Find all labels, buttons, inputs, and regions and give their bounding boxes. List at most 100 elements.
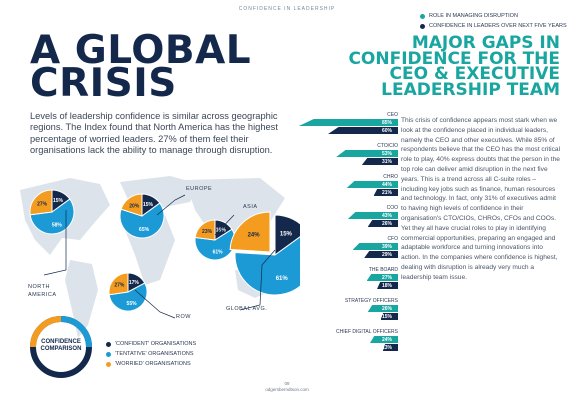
bar <box>336 150 398 157</box>
page-header: CONFIDENCE IN LEADERSHIP <box>238 6 336 12</box>
pie-slice <box>108 272 129 296</box>
region-label-north-america: NORTH AMERICA <box>28 284 57 298</box>
pie-value-label: 27% <box>37 201 48 207</box>
bar <box>361 158 398 165</box>
pie-value-label: 27% <box>114 283 125 289</box>
navy-dot-icon <box>420 23 425 29</box>
bar <box>367 305 398 312</box>
pie-value-label: 61% <box>276 276 289 282</box>
region-label-global: GLOBAL AVG. <box>226 306 268 312</box>
bar-value-label: 18% <box>381 283 392 289</box>
pie-value-label: 61% <box>213 250 224 256</box>
bar-value-label: 13% <box>381 345 392 351</box>
legend-role: ROLE IN MANAGING DISRUPTION <box>429 13 518 19</box>
pie-value-label: 55% <box>127 301 138 307</box>
title-line-2: CRISIS <box>30 61 177 106</box>
section-title: MAJOR GAPS IN CONFIDENCE FOR THE CEO & E… <box>290 33 560 100</box>
bar-value-label: 21% <box>381 190 392 196</box>
bar <box>373 189 398 196</box>
bar-value-label: 26% <box>381 306 392 312</box>
orange-dot-icon <box>106 361 111 367</box>
legend-worried: 'WORRIED' ORGANISATIONS <box>115 361 191 367</box>
bar-value-label: 60% <box>381 128 392 134</box>
bar <box>380 313 398 320</box>
comparison-ring <box>30 316 92 378</box>
bar-category-label: CHIEF DIGITAL OFFICERS <box>336 329 398 335</box>
pie-slice <box>108 282 148 312</box>
title-line-1: A GLOBAL <box>30 28 252 73</box>
bar <box>352 243 398 250</box>
pie-value-label: 15% <box>53 198 64 204</box>
legend-tentative: 'TENTATIVE' ORGANISATIONS <box>115 351 194 357</box>
bar <box>298 119 398 126</box>
comparison-title: CONFIDENCE COMPARISON <box>36 339 86 353</box>
pie-value-label: 58% <box>52 222 63 228</box>
pie-value-label: 24% <box>248 233 261 239</box>
intro-text: Levels of leadership confidence is simil… <box>30 111 278 155</box>
pie-slice <box>234 236 300 296</box>
bar-value-label: 24% <box>381 337 392 343</box>
pie-slice <box>119 202 165 239</box>
pie-slice <box>194 219 216 241</box>
bar-category-label: STRATEGY OFFICERS <box>344 298 398 304</box>
bar-value-label: 53% <box>381 151 392 157</box>
pie-value-label: 23% <box>202 229 213 235</box>
pie-slice <box>120 193 143 217</box>
site-url: odgersberndtson.com <box>265 387 309 392</box>
rtitle-line-1: MAJOR GAPS IN <box>411 33 560 53</box>
pie-value-label: 15% <box>143 202 154 208</box>
pie-slice <box>29 189 53 216</box>
region-label-row: ROW <box>176 314 191 320</box>
bar-value-label: 27% <box>381 275 392 281</box>
legend-confident: 'CONFIDENT' ORGANISATIONS <box>115 341 197 347</box>
pie-value-label: 15% <box>280 232 293 238</box>
bar-value-label: 26% <box>381 221 392 227</box>
comparison-title-2: COMPARISON <box>40 346 82 352</box>
legend-confidence: CONFIDENCE IN LEADERS OVER NEXT FIVE YEA… <box>429 23 567 29</box>
leader-lines <box>43 194 276 319</box>
bar-category-label: COO <box>386 205 398 211</box>
bar-value-label: 43% <box>381 213 392 219</box>
bar-category-label: CEO <box>387 112 398 118</box>
bar-category-label: CFO <box>387 236 398 242</box>
region-label-asia: ASIA <box>243 204 258 210</box>
bar <box>366 274 398 281</box>
bar-category-label: CHRO <box>383 174 398 180</box>
rtitle-line-4: LEADERSHIP TEAM <box>381 79 560 100</box>
bar <box>346 181 398 188</box>
bar <box>347 212 398 219</box>
region-label-europe: EUROPE <box>186 186 213 192</box>
bar-value-label: 29% <box>381 252 392 258</box>
pie-value-label: 16% <box>216 227 227 233</box>
body-text: This crisis of confidence appears most s… <box>401 117 561 281</box>
rtitle-line-2: CONFIDENCE FOR THE <box>348 48 560 69</box>
bar <box>367 220 398 227</box>
blue-dot-icon <box>106 351 111 357</box>
comparison-title-1: CONFIDENCE <box>41 339 81 345</box>
pie-legend: 'CONFIDENT' ORGANISATIONS 'TENTATIVE' OR… <box>106 339 196 369</box>
pie-value-label: 65% <box>139 227 150 233</box>
pie-slice <box>274 214 300 256</box>
bar-legend: ROLE IN MANAGING DISRUPTION CONFIDENCE I… <box>420 11 567 31</box>
page-number: 08 <box>284 381 290 386</box>
teal-dot-icon <box>420 13 425 19</box>
bar-value-label: 39% <box>381 244 392 250</box>
role-confidence-bar-chart: CEO 85% 60% CTO/CIO 53% 31% CHRO 44% 21% COO 43% 26… <box>292 112 398 362</box>
bar <box>328 127 398 134</box>
footer: 08 odgersberndtson.com <box>0 381 574 393</box>
bar-value-label: 15% <box>381 314 392 320</box>
bar <box>377 282 398 289</box>
page-title: A GLOBAL CRISIS <box>30 28 252 106</box>
bar <box>364 251 398 258</box>
navy-dot-icon <box>106 341 111 347</box>
pie-slice <box>29 198 75 235</box>
bar <box>370 336 398 343</box>
bar-value-label: 44% <box>381 182 392 188</box>
world-map-chart: 15% 58% 27% 15% 65% 20% 16% 61% 23% 17% 55% 27% 15% 6… <box>20 176 300 338</box>
bar-value-label: 85% <box>381 120 392 126</box>
bar <box>382 344 398 351</box>
rtitle-line-3: CEO & EXECUTIVE <box>389 64 560 84</box>
pie-value-label: 17% <box>129 280 140 286</box>
pie-value-label: 20% <box>129 203 140 209</box>
bar-category-label: THE BOARD <box>368 267 398 273</box>
